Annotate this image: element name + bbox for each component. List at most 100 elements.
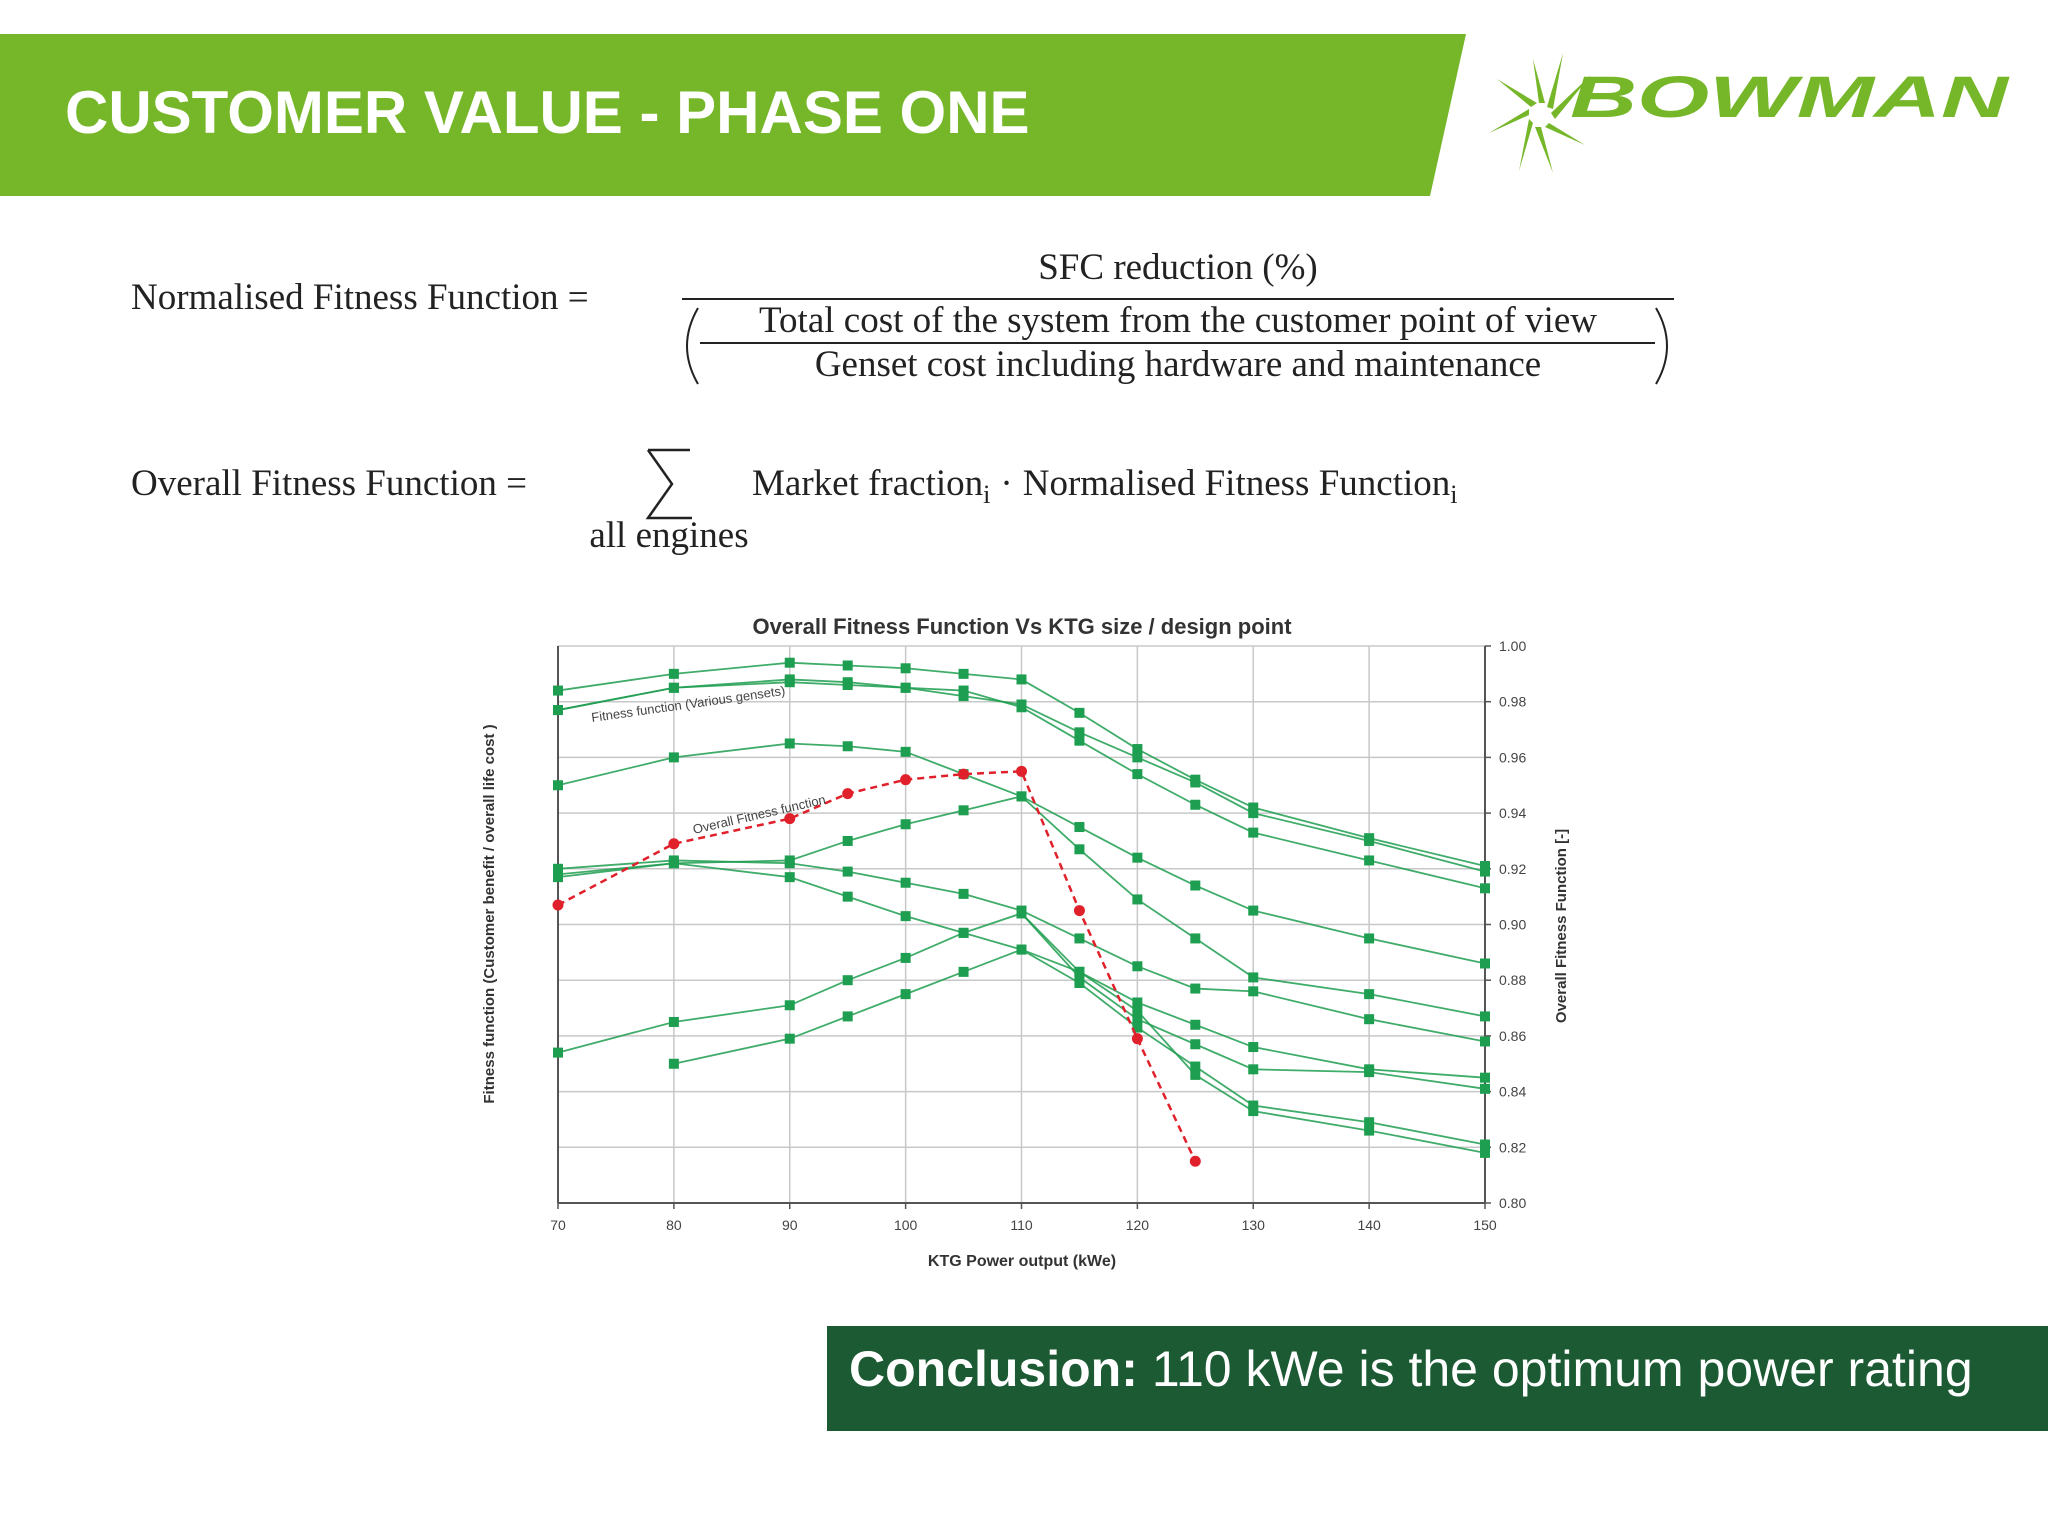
term: Market fraction — [752, 463, 983, 504]
paren-right — [1655, 307, 1668, 385]
formula-inner-numerator: Total cost of the system from the custom… — [759, 300, 1597, 341]
point — [842, 891, 853, 902]
point — [553, 705, 563, 716]
point — [900, 746, 911, 757]
point — [1132, 961, 1143, 972]
point — [1016, 944, 1027, 955]
point — [1074, 822, 1085, 833]
point — [1190, 777, 1201, 788]
point — [784, 858, 795, 869]
point — [1189, 1155, 1201, 1167]
point — [784, 872, 795, 883]
point — [1074, 844, 1085, 855]
point — [1480, 1147, 1490, 1158]
point — [1248, 986, 1259, 997]
point — [900, 819, 911, 830]
point — [1364, 1067, 1375, 1078]
point — [1248, 802, 1259, 813]
point — [1364, 835, 1375, 846]
point — [552, 899, 564, 911]
grid — [557, 645, 1486, 1204]
y-axis-label: Fitness function (Customer benefit / ove… — [481, 724, 498, 1103]
subscript: i — [1450, 480, 1457, 509]
point — [900, 877, 911, 888]
point — [900, 989, 911, 1000]
x-tick-label: 100 — [894, 1217, 918, 1233]
point — [784, 1033, 795, 1044]
point — [842, 835, 853, 846]
x-tick-label: 110 — [1010, 1217, 1033, 1233]
point — [1248, 972, 1259, 983]
point — [1480, 866, 1490, 877]
point — [668, 668, 679, 679]
x-tick-label: 90 — [782, 1217, 798, 1233]
point — [1190, 1039, 1201, 1050]
point — [1016, 765, 1027, 777]
point — [1074, 977, 1085, 988]
point — [842, 660, 853, 671]
y2-tick-label: 0.80 — [1499, 1195, 1526, 1211]
point — [1248, 827, 1259, 838]
formula-terms: Market fractioni · Normalised Fitness Func… — [752, 463, 1458, 509]
y2-tick-label: 0.84 — [1499, 1084, 1526, 1100]
point — [1190, 1019, 1201, 1030]
point — [1480, 1011, 1490, 1022]
point — [900, 774, 912, 786]
point — [958, 691, 969, 702]
point — [1190, 933, 1201, 944]
point — [842, 679, 853, 690]
point — [1016, 702, 1027, 713]
point — [1016, 908, 1027, 919]
point — [784, 738, 795, 749]
point — [1248, 1064, 1259, 1075]
point — [958, 768, 970, 780]
point — [1190, 1061, 1201, 1072]
point — [553, 872, 563, 883]
point — [1248, 808, 1259, 819]
point — [1132, 852, 1143, 863]
point — [1016, 674, 1027, 685]
x-axis-label: KTG Power output (kWe) — [928, 1253, 1116, 1270]
point — [553, 780, 563, 791]
header-title: CUSTOMER VALUE - PHASE ONE — [65, 79, 1030, 146]
point — [1074, 972, 1085, 983]
point — [958, 966, 969, 977]
point — [1190, 983, 1201, 994]
point — [784, 813, 796, 825]
dot: · — [1000, 463, 1012, 504]
point — [842, 788, 854, 800]
paren-left — [686, 307, 699, 385]
y2-tick-label: 0.94 — [1499, 805, 1526, 821]
point — [1074, 966, 1085, 977]
conclusion-box — [827, 1326, 2048, 1431]
point — [842, 975, 853, 986]
point — [958, 805, 969, 816]
point — [668, 752, 679, 763]
header-band — [0, 34, 1466, 196]
point — [553, 685, 563, 696]
x-tick-label: 70 — [550, 1217, 566, 1233]
conclusion-text: 110 kWe is the optimum power rating — [1152, 1341, 1973, 1397]
x-tick-label: 140 — [1357, 1217, 1381, 1233]
point — [1480, 1072, 1490, 1083]
x-tick-label: 80 — [666, 1217, 682, 1233]
point — [1132, 1014, 1143, 1025]
point — [1364, 1014, 1375, 1025]
point — [1480, 1083, 1490, 1094]
point — [1074, 727, 1085, 738]
point — [1190, 799, 1201, 810]
point — [1480, 861, 1490, 872]
point — [900, 911, 911, 922]
point — [1132, 997, 1143, 1008]
y2-tick-label: 0.82 — [1499, 1139, 1526, 1155]
point — [1016, 791, 1027, 802]
y2-tick-label: 0.92 — [1499, 861, 1526, 877]
point — [958, 927, 969, 938]
series-line — [557, 770, 1197, 1162]
logo-text: BOWMAN — [1570, 65, 2010, 130]
point — [1364, 1125, 1375, 1136]
point — [1248, 1100, 1259, 1111]
y2-tick-label: 0.98 — [1499, 694, 1526, 710]
